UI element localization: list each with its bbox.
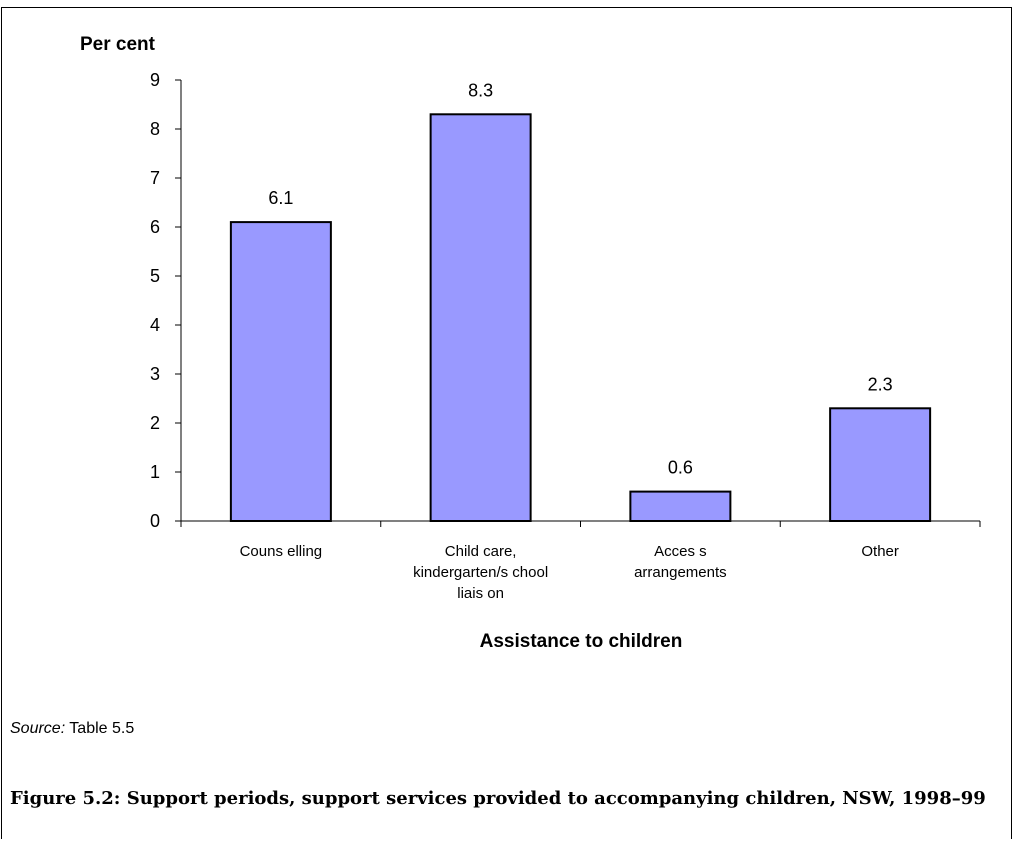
source-text: Table 5.5 — [69, 720, 135, 737]
bar — [229, 221, 332, 522]
y-tick-label: 2 — [150, 413, 160, 433]
y-tick-label: 1 — [150, 462, 160, 482]
y-tick-label: 6 — [150, 217, 160, 237]
y-tick-label: 0 — [150, 511, 160, 531]
x-tick-label: Couns elling — [240, 543, 323, 560]
figure-frame — [1, 7, 1012, 839]
y-tick-label: 7 — [150, 168, 160, 188]
y-tick-label: 4 — [150, 315, 160, 335]
y-tick-label: 5 — [150, 266, 160, 286]
data-label: 0.6 — [668, 458, 693, 478]
source-label: Source: — [10, 720, 66, 737]
figure-caption: Figure 5.2: Support periods, support ser… — [10, 788, 986, 809]
bar — [829, 407, 932, 522]
x-tick-label: Child care, — [445, 543, 517, 560]
bar — [429, 113, 532, 523]
y-tick-label: 3 — [150, 364, 160, 384]
x-tick-label: Acces s — [654, 543, 707, 560]
data-label: 6.1 — [268, 188, 293, 208]
labels: 6.1 Couns elling 8.3 Child care, kindergarte… — [240, 80, 899, 602]
x-tick-label: arrangements — [634, 564, 727, 581]
data-label: 2.3 — [868, 374, 893, 394]
x-tick-label: Other — [861, 543, 899, 560]
bars — [229, 113, 932, 523]
bar — [629, 490, 732, 523]
data-label: 8.3 — [468, 80, 493, 100]
y-axis-title: Per cent — [80, 34, 156, 55]
y-tick-label: 8 — [150, 119, 160, 139]
bar-chart: Per cent 0 1 2 3 4 5 6 7 8 9 6.1 Couns elling 8.3 Ch… — [80, 34, 981, 652]
source-note: Source: Table 5.5 — [10, 720, 134, 738]
x-tick-label: liais on — [457, 585, 504, 602]
y-tick-label: 9 — [150, 70, 160, 90]
x-tick-label: kindergarten/s chool — [413, 564, 548, 581]
x-axis-title: Assistance to children — [480, 631, 683, 652]
